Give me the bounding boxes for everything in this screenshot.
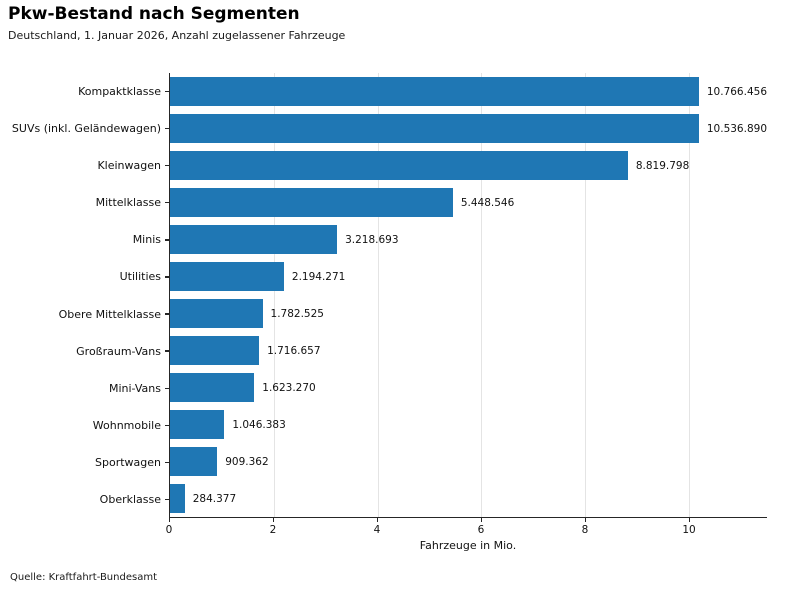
value-label: 284.377 (192, 492, 237, 505)
bar-row: 2.194.271 (170, 258, 767, 295)
bar-rows: 10.766.456 10.536.890 8.819.798 5.448.546 3.… (170, 73, 767, 517)
gridline (273, 73, 275, 517)
category-label: Utilities (0, 258, 169, 295)
category-label-text: Utilities (119, 270, 161, 284)
y-tick-mark (165, 498, 169, 501)
source-note: Quelle: Kraftfahrt-Bundesamt (10, 572, 157, 583)
y-tick-mark (165, 239, 169, 241)
bar-row: 3.218.693 (170, 221, 767, 258)
bar-row: 284.377 (170, 480, 767, 517)
chart-subtitle: Deutschland, 1. Januar 2026, Anzahl zuge… (8, 29, 346, 42)
y-tick-mark (165, 202, 169, 204)
x-tick-label: 8 (581, 524, 589, 536)
category-label-text: Mini-Vans (108, 381, 161, 395)
y-tick-mark (165, 350, 169, 352)
value-label: 3.218.693 (345, 233, 399, 246)
gridline (585, 73, 587, 517)
category-label-text: Kompaktklasse (78, 85, 161, 99)
category-label-text: SUVs (inkl. Geländewagen) (11, 122, 161, 136)
chart-title: Pkw-Bestand nach Segmenten (8, 4, 300, 24)
value-label: 1.046.383 (232, 418, 286, 431)
x-tick-label: 0 (165, 524, 173, 536)
x-tick-label: 2 (269, 524, 277, 536)
bar (170, 225, 338, 254)
gridline (377, 73, 379, 517)
bar-row: 10.766.456 (170, 73, 767, 110)
bar (170, 410, 225, 439)
category-label-text: Sportwagen (95, 455, 161, 469)
category-label: Minis (0, 221, 169, 258)
y-tick-mark (165, 461, 169, 463)
category-label: Kompaktklasse (0, 73, 169, 110)
category-label-text: Wohnmobile (92, 418, 161, 432)
value-label: 1.623.270 (262, 381, 316, 394)
category-axis: Kompaktklasse SUVs (inkl. Geländewagen) Kl… (0, 73, 169, 518)
value-label: 10.766.456 (706, 85, 767, 98)
x-tick-mark (481, 518, 483, 522)
category-label: Mini-Vans (0, 370, 169, 407)
bar (170, 484, 185, 513)
category-label-text: Oberklasse (99, 492, 161, 506)
value-label: 909.362 (225, 455, 269, 468)
y-tick-mark (165, 387, 169, 389)
bar-row: 1.046.383 (170, 406, 767, 443)
bar-row: 1.623.270 (170, 369, 767, 406)
x-tick-label: 4 (373, 524, 381, 536)
bar (170, 77, 699, 106)
bar (170, 114, 699, 143)
y-tick-mark (165, 90, 169, 93)
bar (170, 188, 453, 217)
category-label: Obere Mittelklasse (0, 295, 169, 332)
category-label: Sportwagen (0, 444, 169, 481)
category-label-text: Großraum-Vans (76, 344, 161, 358)
value-label: 2.194.271 (291, 270, 346, 283)
y-tick-mark (165, 165, 169, 167)
x-tick-mark (377, 518, 379, 522)
y-tick-mark (165, 276, 169, 278)
category-label-text: Minis (132, 233, 161, 247)
x-tick-mark (169, 518, 171, 522)
gridline (481, 73, 483, 517)
y-tick-mark (165, 313, 169, 315)
bar-row: 909.362 (170, 443, 767, 480)
x-axis-label: Fahrzeuge in Mio. (419, 539, 517, 552)
bar-row: 10.536.890 (170, 110, 767, 147)
bar (170, 373, 255, 402)
plot-area: 10.766.456 10.536.890 8.819.798 5.448.546 3.… (169, 73, 767, 518)
category-label: Großraum-Vans (0, 333, 169, 370)
value-label: 10.536.890 (706, 122, 767, 135)
value-label: 1.716.657 (267, 344, 321, 357)
bar (170, 262, 284, 291)
x-tick-mark (585, 518, 587, 522)
gridline (689, 73, 691, 517)
category-label: Mittelklasse (0, 184, 169, 221)
x-tick-label: 6 (477, 524, 485, 536)
value-label: 1.782.525 (270, 307, 324, 320)
bar-row: 8.819.798 (170, 147, 767, 184)
bar-row: 1.716.657 (170, 332, 767, 369)
category-label-text: Kleinwagen (97, 159, 161, 173)
value-label: 8.819.798 (635, 159, 690, 172)
x-tick-mark (689, 518, 691, 522)
bar (170, 299, 263, 328)
bar-row: 5.448.546 (170, 184, 767, 221)
category-label: Wohnmobile (0, 407, 169, 444)
value-label: 5.448.546 (460, 196, 515, 209)
x-tick-mark (273, 518, 275, 522)
x-tick-label: 10 (682, 524, 696, 536)
gridlines (170, 73, 767, 517)
y-tick-mark (165, 127, 169, 130)
category-label-text: Mittelklasse (95, 196, 161, 210)
category-label: Kleinwagen (0, 147, 169, 184)
bar (170, 336, 260, 365)
category-label: Oberklasse (0, 481, 169, 518)
category-label-text: Obere Mittelklasse (58, 307, 161, 321)
category-label: SUVs (inkl. Geländewagen) (0, 110, 169, 147)
bar (170, 151, 628, 180)
bar-row: 1.782.525 (170, 295, 767, 332)
bar (170, 447, 218, 476)
y-tick-mark (165, 424, 169, 426)
